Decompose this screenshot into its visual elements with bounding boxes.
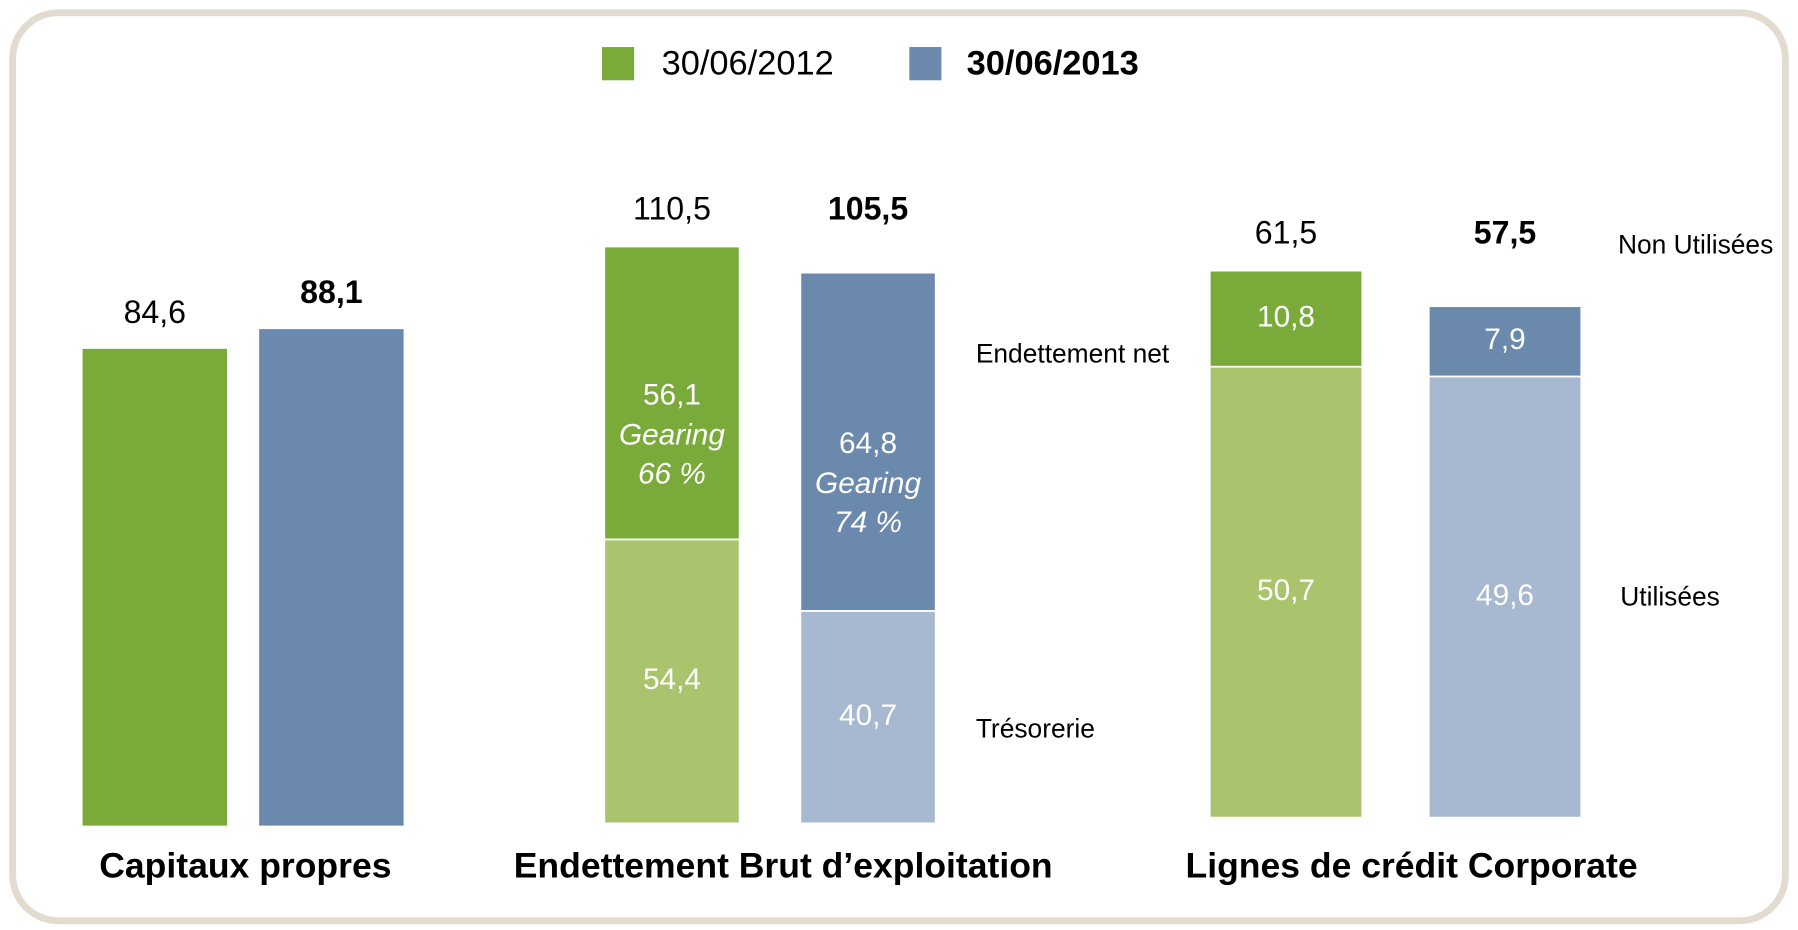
- segment-annotation: Gearing: [815, 467, 921, 500]
- segment-annotation: 66 %: [638, 457, 706, 490]
- panel-title: Endettement Brut d’exploitation: [514, 845, 1053, 885]
- total-label: 61,5: [1255, 215, 1317, 251]
- series-label: Endettement net: [976, 338, 1170, 368]
- total-label: 105,5: [828, 190, 908, 226]
- panel-title: Capitaux propres: [99, 845, 391, 885]
- bar-segment: [603, 245, 741, 541]
- bar-segment: [603, 538, 741, 825]
- bar: [259, 329, 404, 826]
- total-label: 110,5: [633, 190, 711, 226]
- legend-swatch: [909, 47, 942, 81]
- bar-segment: [1208, 269, 1364, 368]
- segment-label: 10,8: [1257, 301, 1315, 334]
- series-label: Trésorerie: [976, 713, 1095, 743]
- value-label: 88,1: [300, 274, 362, 310]
- segment-annotation: 74 %: [834, 506, 902, 539]
- bar: [82, 348, 228, 826]
- segment-label: 40,7: [839, 699, 897, 732]
- segment-label: 7,9: [1484, 323, 1525, 356]
- bar-segment: [1208, 365, 1364, 819]
- segment-label: 54,4: [643, 663, 701, 696]
- value-label: 84,6: [124, 294, 186, 330]
- segment-annotation: Gearing: [619, 418, 725, 451]
- bar-segment: [1427, 305, 1583, 378]
- bar-segment: [1427, 375, 1583, 819]
- segment-label: 50,7: [1257, 574, 1315, 607]
- legend-swatch: [602, 47, 635, 81]
- legend-label: 30/06/2013: [967, 44, 1139, 82]
- series-label: Non Utilisées: [1618, 230, 1773, 260]
- bar-segment: [799, 271, 937, 612]
- total-label: 57,5: [1474, 215, 1536, 251]
- panel-title: Lignes de crédit Corporate: [1186, 845, 1638, 885]
- segment-label: 49,6: [1476, 579, 1534, 612]
- segment-label: 64,8: [839, 427, 897, 460]
- series-label: Utilisées: [1620, 582, 1720, 612]
- segment-label: 56,1: [643, 378, 701, 411]
- legend-label: 30/06/2012: [662, 44, 834, 82]
